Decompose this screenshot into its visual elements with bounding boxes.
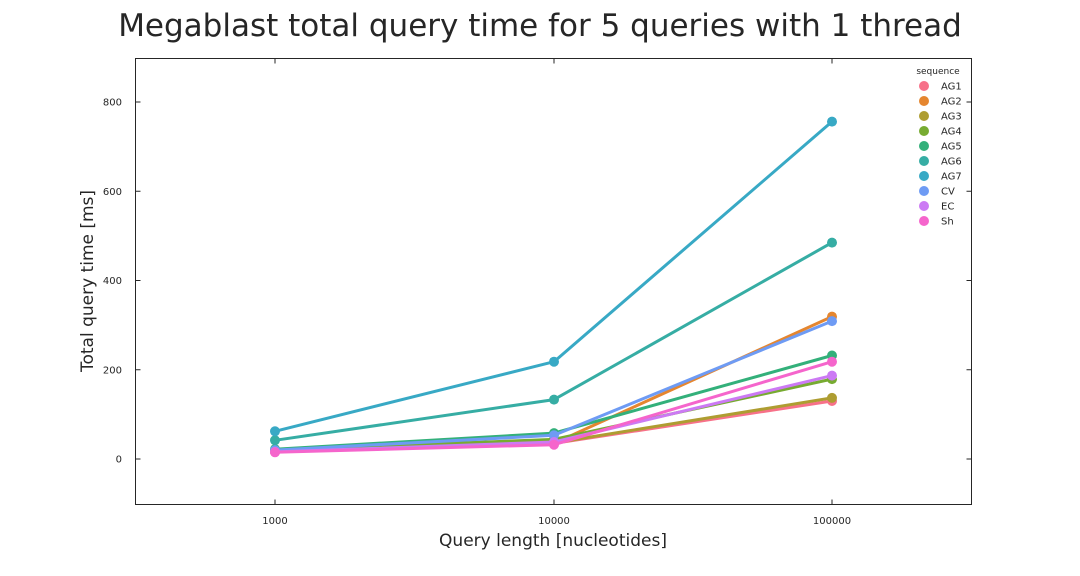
legend-marker: [919, 156, 929, 166]
x-axis-label: Query length [nucleotides]: [439, 531, 667, 551]
series-AG7: [270, 116, 837, 437]
legend-marker: [919, 201, 929, 211]
legend: sequence AG1 AG2 AG3 AG4 AG5 AG6 AG7 CV EC Sh: [916, 67, 961, 228]
data-point-AG7-100000: [827, 116, 837, 127]
legend-item-EC: EC: [919, 201, 954, 213]
legend-label: CV: [941, 187, 955, 198]
y-axis-label: Total query time [ms]: [78, 190, 98, 373]
legend-label: AG3: [941, 112, 962, 123]
legend-label: Sh: [941, 217, 954, 228]
chart-title: Megablast total query time for 5 queries…: [118, 8, 962, 44]
legend-item-AG2: AG2: [919, 96, 962, 108]
data-point-AG7-1000: [270, 426, 280, 437]
data-point-Sh-100000: [827, 356, 837, 367]
legend-marker: [919, 126, 929, 136]
series-Sh: [270, 356, 837, 458]
series-line-AG7: [274, 120, 833, 433]
legend-item-AG6: AG6: [919, 156, 962, 168]
legend-item-Sh: Sh: [919, 216, 954, 228]
legend-item-AG3: AG3: [919, 111, 962, 123]
axis-ticks: 1000 10000 100000 0 200 400 600 800: [103, 58, 972, 527]
legend-item-AG4: AG4: [919, 126, 962, 138]
legend-label: AG1: [941, 82, 962, 93]
data-point-AG6-1000: [270, 435, 280, 446]
x-tick-label: 1000: [262, 516, 287, 527]
legend-item-CV: CV: [919, 186, 955, 198]
x-tick-label: 100000: [813, 516, 851, 527]
y-tick-label: 400: [103, 276, 122, 287]
legend-marker: [919, 186, 929, 196]
data-point-CV-100000: [827, 316, 837, 327]
legend-marker: [919, 216, 929, 226]
legend-label: EC: [941, 202, 954, 213]
data-point-AG6-100000: [827, 237, 837, 248]
legend-label: AG6: [941, 157, 962, 168]
legend-marker: [919, 111, 929, 121]
legend-label: AG2: [941, 97, 962, 108]
legend-marker: [919, 81, 929, 91]
y-tick-label: 800: [103, 98, 122, 109]
legend-item-AG1: AG1: [919, 81, 962, 93]
data-point-Sh-1000: [270, 447, 280, 458]
legend-label: AG7: [941, 172, 962, 183]
data-point-AG6-10000: [549, 394, 559, 405]
data-point-AG3-100000: [827, 392, 837, 403]
legend-title: sequence: [916, 67, 960, 77]
legend-marker: [919, 141, 929, 151]
data-point-Sh-10000: [549, 439, 559, 450]
legend-item-AG7: AG7: [919, 171, 962, 183]
y-tick-label: 0: [116, 455, 122, 466]
y-tick-label: 200: [103, 365, 122, 376]
legend-label: AG4: [941, 127, 962, 138]
legend-item-AG5: AG5: [919, 141, 962, 153]
y-tick-label: 600: [103, 187, 122, 198]
legend-label: AG5: [941, 142, 962, 153]
series-AG6: [270, 237, 837, 446]
legend-marker: [919, 96, 929, 106]
data-point-EC-100000: [827, 370, 837, 381]
x-tick-label: 10000: [538, 516, 570, 527]
legend-marker: [919, 171, 929, 181]
data-point-AG7-10000: [549, 356, 559, 367]
series-layer: [270, 116, 837, 458]
